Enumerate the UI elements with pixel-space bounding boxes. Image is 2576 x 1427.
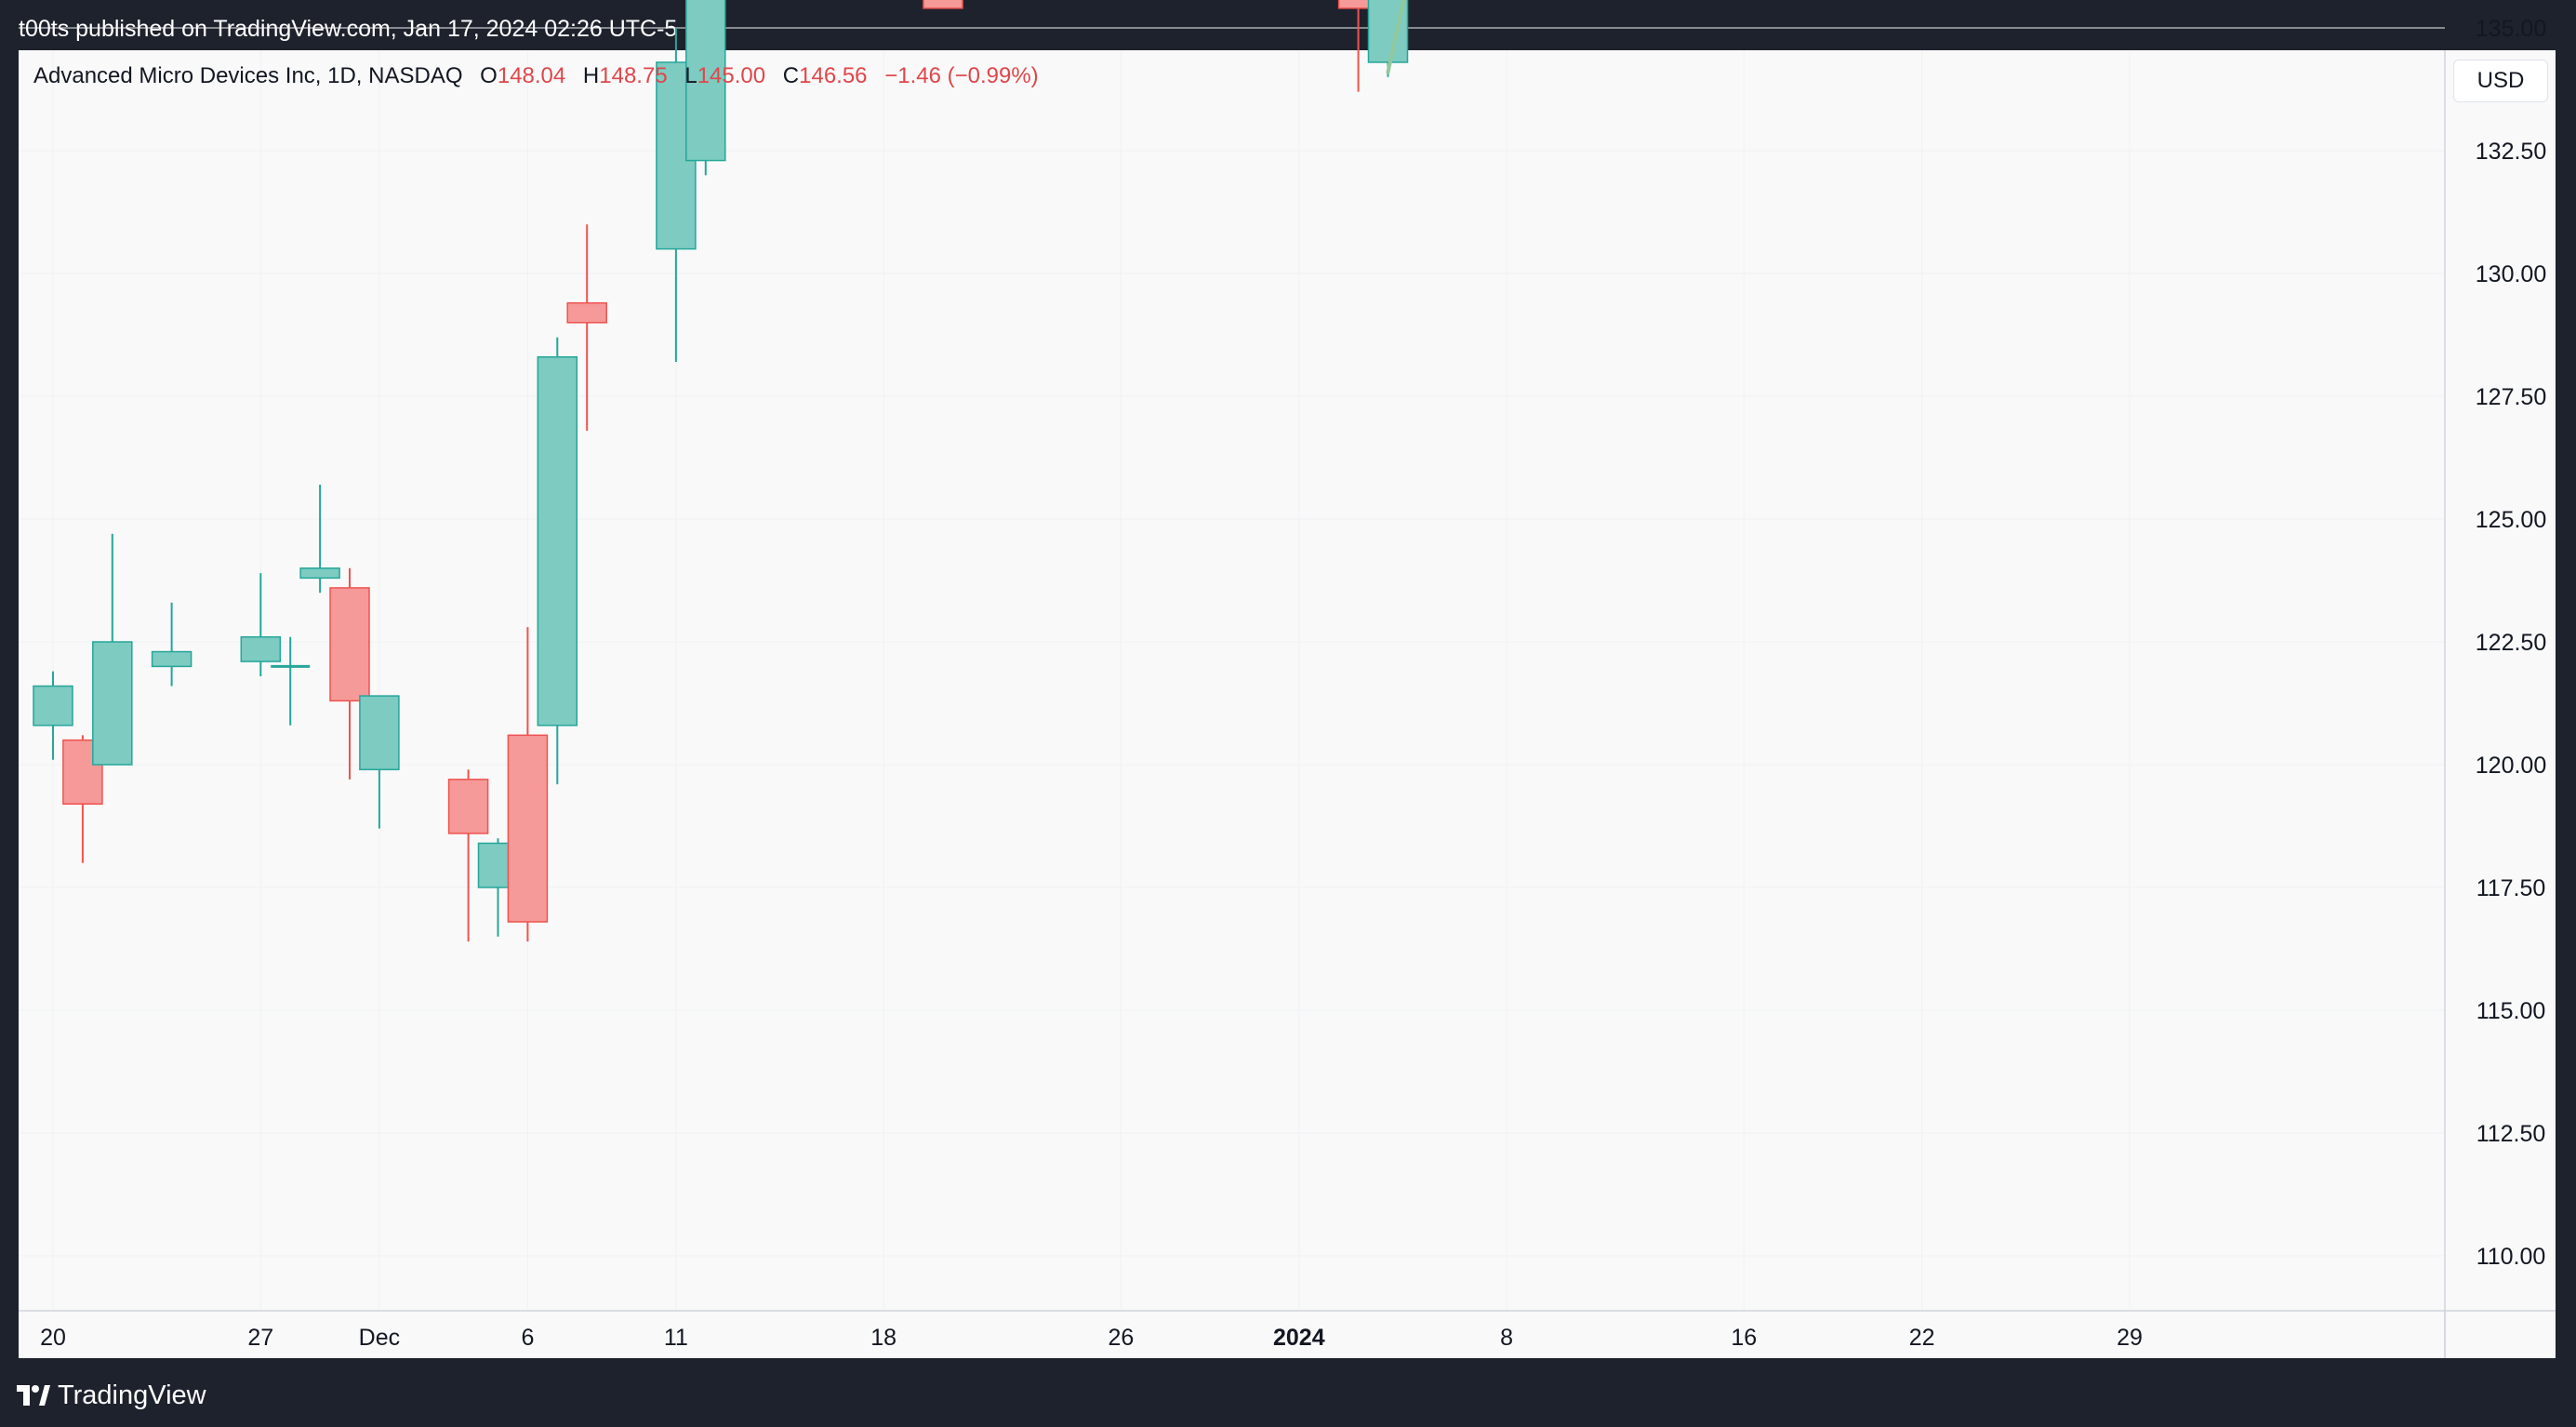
currency-button[interactable]: USD (2453, 60, 2548, 102)
candle-body (685, 0, 726, 162)
change-value: −1.46 (−0.99%) (884, 63, 1039, 88)
candle-body (507, 734, 549, 923)
y-tick-label: 122.50 (2476, 630, 2546, 656)
price-axis[interactable]: 110.00 112.50 115.00 117.50 120.00 122.50 125.… (2476, 0, 2546, 1270)
high-value: 148.75 (599, 63, 668, 88)
candle-body (923, 0, 963, 9)
candle-body (240, 635, 282, 662)
candle-body (329, 587, 370, 702)
candle (359, 695, 400, 829)
close-value: 146.56 (799, 63, 868, 88)
y-tick-label: 132.50 (2476, 139, 2546, 165)
y-tick-label: 135.00 (2476, 16, 2546, 42)
chart-gridlines (19, 27, 2445, 1311)
symbol-name: Advanced Micro Devices Inc, 1D, NASDAQ (33, 63, 463, 88)
x-tick-label: 6 (521, 1325, 534, 1351)
published-text: t00ts published on TradingView.com, Jan … (19, 16, 678, 42)
tradingview-brand: TradingView (58, 1380, 206, 1410)
candles (33, 0, 1409, 942)
tradingview-logo-icon (17, 1385, 50, 1406)
candle (271, 636, 311, 726)
y-tick-label: 112.50 (2476, 1121, 2546, 1147)
candle (240, 573, 282, 676)
tradingview-logo[interactable]: TradingView (17, 1377, 206, 1414)
x-tick-label: 26 (1108, 1325, 1134, 1351)
x-tick-label: 29 (2117, 1325, 2143, 1351)
close-label: C (782, 63, 800, 88)
x-tick-label: 2024 (1273, 1325, 1325, 1351)
candle (447, 769, 489, 942)
x-tick-label: 22 (1909, 1325, 1935, 1351)
candle-body (151, 650, 193, 668)
chart-frame[interactable] (19, 50, 2556, 1358)
low-label: L (684, 63, 697, 88)
open-value: 148.04 (497, 63, 566, 88)
candle (923, 0, 963, 9)
candle-body (299, 567, 340, 580)
x-tick-label: 8 (1500, 1325, 1513, 1351)
y-tick-label: 120.00 (2476, 753, 2546, 779)
candle-body (33, 685, 73, 727)
candle (507, 627, 549, 942)
candle (329, 567, 370, 780)
high-label: H (582, 63, 600, 88)
footer-bar (0, 1358, 2576, 1427)
candle-body (537, 356, 578, 727)
candle-body (447, 779, 489, 834)
candle (1337, 0, 1379, 92)
candle-body (359, 695, 400, 771)
candle-body (92, 641, 133, 766)
y-tick-label: 125.00 (2476, 507, 2546, 533)
x-tick-label: 11 (664, 1325, 688, 1351)
y-tick-label: 130.00 (2476, 261, 2546, 287)
published-banner: t00ts published on TradingView.com, Jan … (0, 0, 2576, 50)
candle-body (1337, 0, 1379, 9)
y-tick-label: 110.00 (2476, 1244, 2546, 1270)
time-axis[interactable]: 20 27 Dec 6 11 18 26 2024 8 16 22 29 (40, 1325, 2143, 1351)
symbol-legend: Advanced Micro Devices Inc, 1D, NASDAQ O… (33, 63, 1039, 89)
y-tick-label: 115.00 (2476, 998, 2546, 1024)
open-label: O (480, 63, 498, 88)
low-value: 145.00 (697, 63, 766, 88)
y-tick-label: 127.50 (2476, 384, 2546, 410)
candle-body (566, 301, 607, 324)
projection-path (1386, 0, 1406, 74)
x-tick-label: 18 (870, 1325, 896, 1351)
candle (92, 533, 133, 766)
candle (33, 671, 73, 760)
candle (566, 224, 607, 431)
x-tick-label: 27 (247, 1325, 273, 1351)
candle (685, 0, 726, 176)
candle (299, 485, 340, 593)
candle (151, 602, 193, 687)
x-tick-label: 20 (40, 1325, 66, 1351)
y-tick-label: 117.50 (2476, 875, 2546, 901)
candle (537, 337, 578, 785)
x-tick-label: 16 (1731, 1325, 1757, 1351)
x-tick-label: Dec (359, 1325, 400, 1351)
